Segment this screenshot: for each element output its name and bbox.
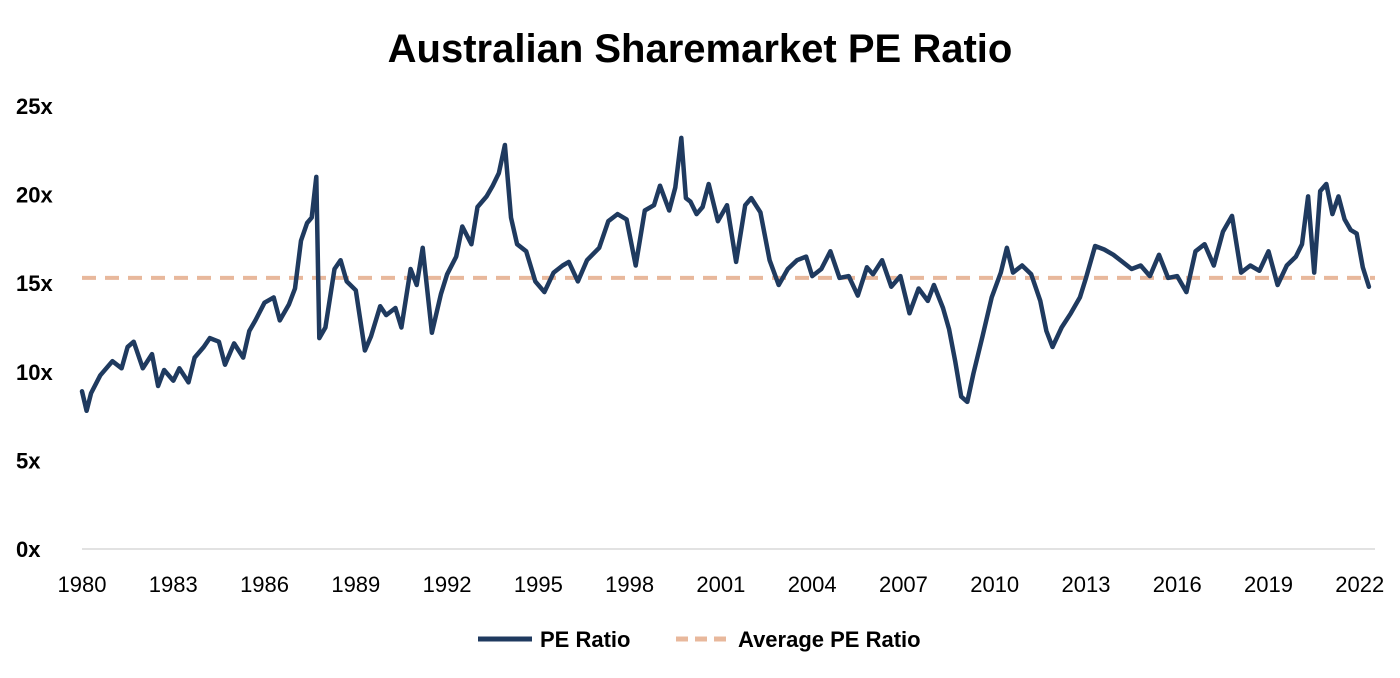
x-tick-label: 2013: [1061, 572, 1110, 597]
y-tick-label: 25x: [16, 94, 53, 119]
x-tick-label: 1983: [149, 572, 198, 597]
x-tick-label: 2010: [970, 572, 1019, 597]
x-tick-label: 2016: [1153, 572, 1202, 597]
legend-avg-label: Average PE Ratio: [738, 627, 921, 652]
chart-title: Australian Sharemarket PE Ratio: [388, 27, 1013, 71]
pe-ratio-line: [79, 135, 1372, 414]
x-tick-label: 1998: [605, 572, 654, 597]
x-tick-label: 2019: [1244, 572, 1293, 597]
y-tick-label: 5x: [16, 448, 41, 473]
y-tick-label: 10x: [16, 360, 53, 385]
legend: PE Ratio Average PE Ratio: [478, 627, 921, 652]
y-tick-label: 0x: [16, 537, 41, 562]
x-tick-label: 1992: [423, 572, 472, 597]
x-tick-label: 1989: [331, 572, 380, 597]
x-tick-label: 2001: [696, 572, 745, 597]
x-tick-label: 2007: [879, 572, 928, 597]
x-tick-label: 2022: [1335, 572, 1384, 597]
y-tick-label: 15x: [16, 271, 53, 296]
legend-pe-label: PE Ratio: [540, 627, 630, 652]
y-axis-labels: 0x 5x 10x 15x 20x 25x: [16, 94, 53, 562]
x-tick-label: 1995: [514, 572, 563, 597]
x-tick-label: 1986: [240, 572, 289, 597]
x-axis-labels: 1980 1983 1986 1989 1992 1995 1998 2001 2004 2007…: [58, 572, 1385, 597]
x-tick-label: 1980: [58, 572, 107, 597]
y-tick-label: 20x: [16, 183, 53, 208]
x-tick-label: 2004: [788, 572, 837, 597]
